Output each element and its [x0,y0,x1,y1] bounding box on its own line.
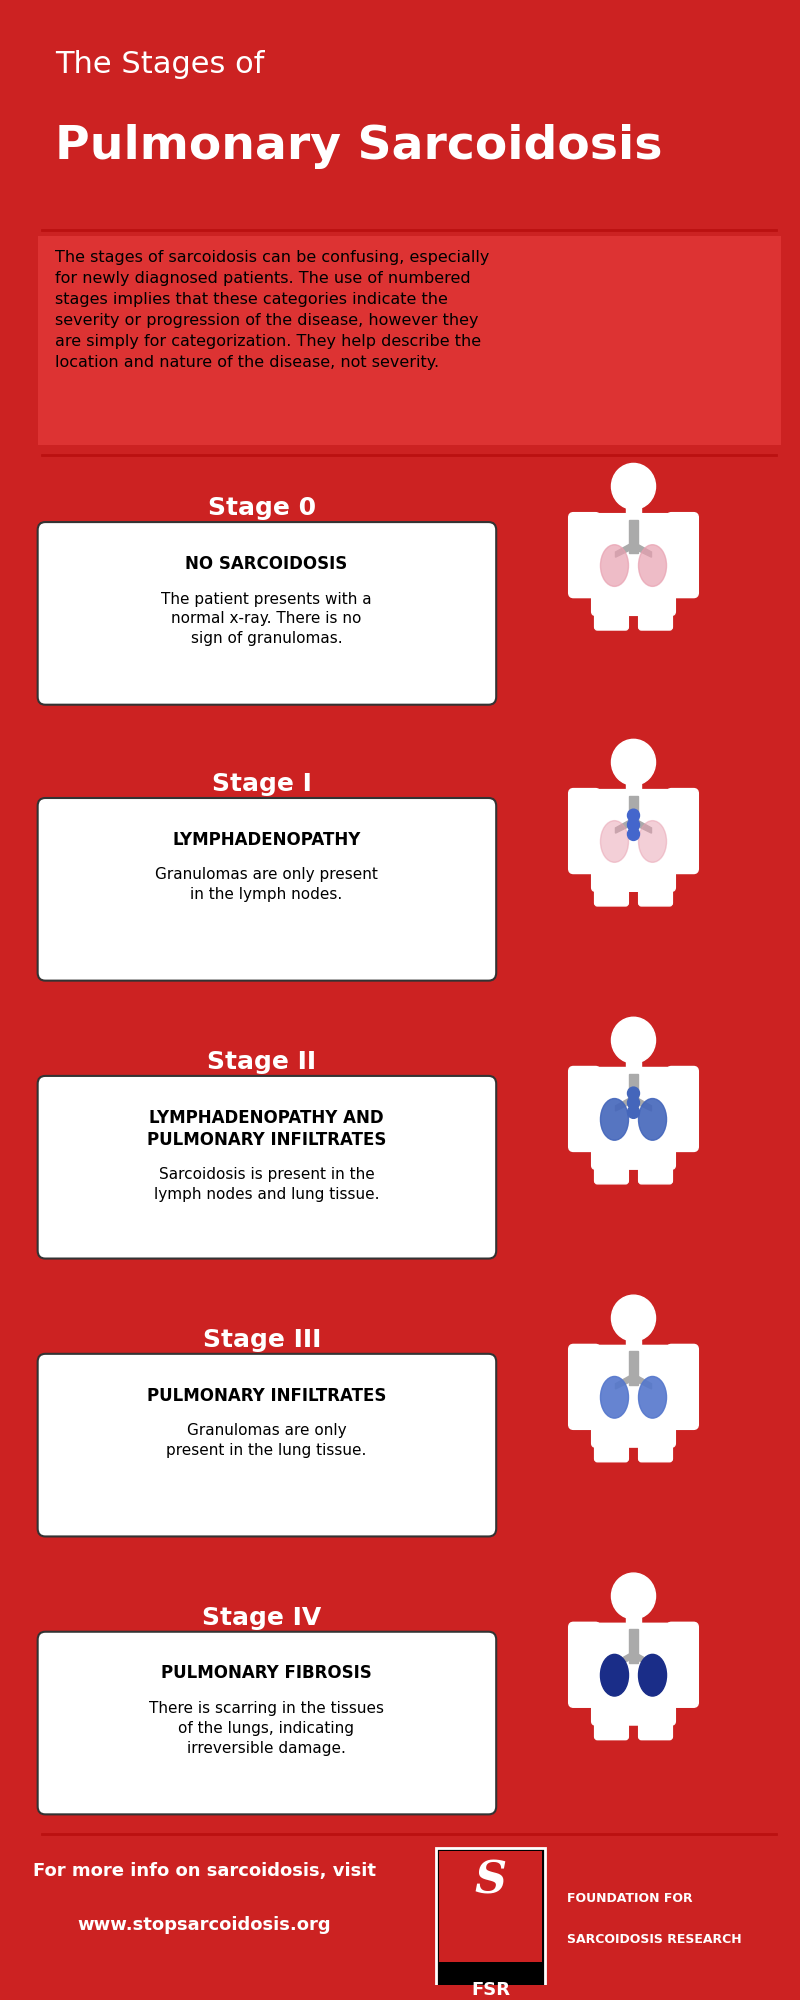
FancyBboxPatch shape [626,1616,641,1632]
Ellipse shape [638,1098,666,1140]
FancyBboxPatch shape [638,880,672,906]
Polygon shape [634,544,651,558]
FancyBboxPatch shape [594,880,628,906]
Text: Pulmonary Sarcoidosis: Pulmonary Sarcoidosis [55,124,662,170]
FancyBboxPatch shape [569,1622,600,1708]
Ellipse shape [601,820,629,862]
Text: LYMPHADENOPATHY AND
PULMONARY INFILTRATES: LYMPHADENOPATHY AND PULMONARY INFILTRATE… [146,1108,386,1148]
FancyBboxPatch shape [666,1066,698,1152]
FancyBboxPatch shape [626,1338,641,1354]
FancyBboxPatch shape [38,798,496,980]
Circle shape [627,1106,639,1118]
FancyBboxPatch shape [630,1630,638,1662]
Polygon shape [615,1376,633,1388]
FancyBboxPatch shape [638,1434,672,1462]
FancyBboxPatch shape [594,604,628,630]
Circle shape [627,818,639,832]
Circle shape [611,464,655,510]
FancyBboxPatch shape [569,1344,600,1430]
Polygon shape [634,820,651,834]
FancyBboxPatch shape [38,1076,496,1258]
FancyBboxPatch shape [666,1344,698,1430]
FancyBboxPatch shape [592,514,675,616]
Circle shape [627,828,639,840]
Polygon shape [615,544,633,558]
Ellipse shape [601,544,629,586]
FancyBboxPatch shape [38,522,496,704]
Text: Granulomas are only
present in the lung tissue.: Granulomas are only present in the lung … [166,1424,366,1458]
Circle shape [611,1296,655,1342]
Text: Granulomas are only present
in the lymph nodes.: Granulomas are only present in the lymph… [155,868,378,902]
Ellipse shape [601,1376,629,1418]
FancyBboxPatch shape [569,512,600,598]
FancyBboxPatch shape [569,1066,600,1152]
Polygon shape [634,1376,651,1388]
FancyBboxPatch shape [638,1158,672,1184]
Circle shape [627,1096,639,1108]
FancyBboxPatch shape [592,1346,675,1448]
FancyBboxPatch shape [638,1712,672,1740]
Ellipse shape [638,1376,666,1418]
FancyBboxPatch shape [436,1848,545,2000]
Text: Stage 0: Stage 0 [208,496,316,520]
Text: www.stopsarcoidosis.org: www.stopsarcoidosis.org [78,1916,331,1934]
Text: S: S [474,1860,506,1902]
FancyBboxPatch shape [38,1354,496,1536]
FancyBboxPatch shape [626,508,641,522]
Ellipse shape [638,820,666,862]
FancyBboxPatch shape [626,1062,641,1076]
Text: The Stages of: The Stages of [55,50,264,78]
Text: Stage IV: Stage IV [202,1606,322,1630]
Circle shape [611,1574,655,1618]
FancyBboxPatch shape [630,796,638,828]
Text: FSR: FSR [471,1982,510,2000]
Polygon shape [615,1098,633,1112]
Text: SARCOIDOSIS RESEARCH: SARCOIDOSIS RESEARCH [566,1934,742,1946]
Polygon shape [634,1654,651,1666]
FancyBboxPatch shape [439,1852,542,1962]
FancyBboxPatch shape [638,604,672,630]
Text: The patient presents with a
normal x-ray. There is no
sign of granulomas.: The patient presents with a normal x-ray… [161,592,372,646]
FancyBboxPatch shape [666,512,698,598]
FancyBboxPatch shape [592,1624,675,1726]
FancyBboxPatch shape [38,236,782,444]
Text: The stages of sarcoidosis can be confusing, especially
for newly diagnosed patie: The stages of sarcoidosis can be confusi… [55,250,489,370]
Circle shape [627,810,639,822]
FancyBboxPatch shape [569,788,600,874]
FancyBboxPatch shape [630,520,638,554]
Text: PULMONARY FIBROSIS: PULMONARY FIBROSIS [161,1664,372,1682]
Text: NO SARCOIDOSIS: NO SARCOIDOSIS [186,554,347,572]
FancyBboxPatch shape [594,1434,628,1462]
Text: PULMONARY INFILTRATES: PULMONARY INFILTRATES [146,1386,386,1404]
FancyBboxPatch shape [592,1068,675,1170]
Circle shape [611,1018,655,1064]
Text: There is scarring in the tissues
of the lungs, indicating
irreversible damage.: There is scarring in the tissues of the … [149,1702,384,1756]
Text: FOUNDATION FOR: FOUNDATION FOR [566,1892,692,1904]
Text: LYMPHADENOPATHY: LYMPHADENOPATHY [172,830,361,848]
Circle shape [611,740,655,786]
Polygon shape [615,1654,633,1666]
Polygon shape [634,1098,651,1112]
Ellipse shape [601,1098,629,1140]
FancyBboxPatch shape [38,1632,496,1814]
Text: Stage I: Stage I [212,772,312,796]
FancyBboxPatch shape [626,784,641,798]
FancyBboxPatch shape [594,1158,628,1184]
Ellipse shape [638,1654,666,1696]
FancyBboxPatch shape [630,1074,638,1106]
Circle shape [627,1088,639,1100]
FancyBboxPatch shape [630,1352,638,1384]
FancyBboxPatch shape [666,1622,698,1708]
Ellipse shape [638,544,666,586]
FancyBboxPatch shape [666,788,698,874]
Ellipse shape [601,1654,629,1696]
Text: Sarcoidosis is present in the
lymph nodes and lung tissue.: Sarcoidosis is present in the lymph node… [154,1168,379,1202]
Text: For more info on sarcoidosis, visit: For more info on sarcoidosis, visit [33,1862,376,1880]
FancyBboxPatch shape [592,790,675,892]
FancyBboxPatch shape [594,1712,628,1740]
Polygon shape [615,820,633,834]
Text: Stage II: Stage II [207,1050,316,1074]
Text: Stage III: Stage III [202,1328,321,1352]
